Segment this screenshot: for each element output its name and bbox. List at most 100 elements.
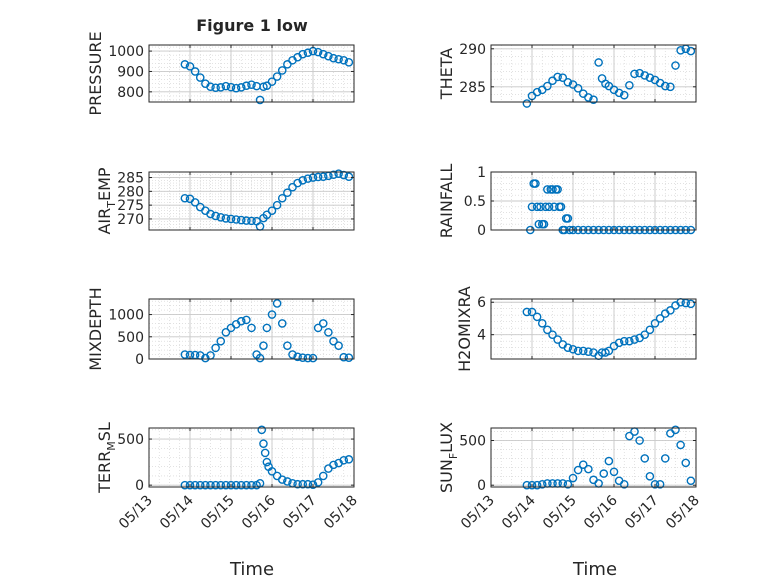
data-point (584, 464, 593, 474)
data-point (216, 212, 226, 222)
data-point (185, 62, 195, 71)
data-point (625, 431, 634, 441)
data-point (660, 454, 670, 463)
data-point (226, 214, 236, 224)
x-axis-label-left: Time (229, 559, 274, 580)
data-point (236, 83, 246, 92)
data-point (543, 81, 552, 91)
data-point (272, 200, 282, 210)
data-point (288, 350, 297, 359)
data-point (573, 465, 583, 475)
y-tick-label: 1000 (108, 308, 144, 324)
data-point (584, 347, 593, 357)
y-tick-label: 900 (117, 64, 144, 80)
data-point (584, 93, 593, 102)
data-point (614, 338, 624, 348)
axes-box (148, 298, 355, 360)
data-point (676, 46, 685, 55)
data-point (272, 299, 282, 308)
data-point (544, 202, 554, 212)
data-point (539, 219, 549, 229)
data-point (255, 353, 265, 363)
data-point (686, 476, 696, 486)
x-tick-label: 05/17 (280, 493, 320, 533)
data-point (625, 336, 634, 346)
data-point (247, 80, 256, 89)
data-point (339, 55, 349, 65)
data-point (334, 169, 343, 178)
data-point (298, 175, 308, 185)
data-point (283, 341, 292, 350)
data-point (231, 480, 241, 490)
data-point (625, 80, 634, 90)
data-point (259, 341, 268, 350)
data-point (563, 480, 573, 489)
x-tick-label: 05/16 (581, 492, 621, 532)
data-point (640, 330, 650, 339)
data-point (262, 81, 272, 91)
data-point (262, 210, 272, 220)
data-point (532, 87, 542, 97)
data-point (267, 310, 277, 319)
data-point (180, 350, 190, 359)
y-axis-label: THETA (437, 48, 456, 100)
axes-box (148, 44, 355, 103)
data-point (221, 328, 231, 337)
data-point (211, 211, 220, 221)
data-point (313, 47, 323, 57)
y-tick-label: 0 (135, 478, 144, 494)
data-point (594, 58, 603, 67)
data-point (681, 458, 691, 468)
data-point (543, 185, 552, 194)
data-point (262, 457, 272, 467)
y-tick-label: 500 (117, 432, 144, 448)
data-point (532, 312, 542, 322)
x-tick-label: 05/13 (116, 493, 156, 533)
data-point (548, 185, 557, 194)
x-tick-label: 05/15 (198, 493, 238, 533)
data-point (635, 68, 644, 78)
data-point (221, 81, 231, 91)
data-point (543, 325, 552, 335)
axes-box (490, 427, 697, 488)
data-point (522, 480, 532, 490)
data-point (339, 455, 349, 465)
data-point (619, 336, 629, 346)
data-point (344, 172, 354, 181)
y-tick-label: 285 (117, 171, 144, 187)
data-point (255, 95, 265, 105)
data-point (676, 440, 685, 450)
data-point (604, 346, 614, 356)
y-tick-label: 1 (477, 165, 486, 181)
axes-box (148, 427, 355, 488)
data-point (221, 480, 231, 490)
data-point (556, 202, 566, 212)
data-point (206, 480, 215, 490)
data-point (242, 216, 251, 225)
data-point (339, 352, 349, 362)
data-point (298, 49, 308, 59)
data-point (650, 480, 660, 489)
data-point (563, 214, 573, 223)
data-point (655, 480, 665, 489)
axes-box (490, 298, 697, 360)
data-point (206, 209, 215, 219)
data-point (247, 323, 256, 333)
data-point (645, 325, 655, 335)
data-point (563, 77, 573, 87)
data-point (553, 72, 562, 82)
data-point (267, 77, 277, 86)
data-point (324, 328, 333, 337)
data-point (548, 330, 557, 339)
subplot-sun-flux: 05/13 05/14 05/15 05/16 05/17 05/18 0 500SUNFLU… (437, 422, 703, 532)
data-point (553, 185, 562, 194)
data-point (630, 335, 639, 344)
y-tick-label: 270 (117, 212, 144, 228)
data-point (303, 479, 313, 489)
data-point (573, 346, 583, 356)
x-tick-label: 05/14 (157, 492, 197, 532)
axes-box (148, 171, 355, 231)
